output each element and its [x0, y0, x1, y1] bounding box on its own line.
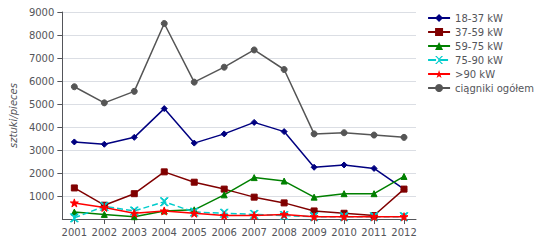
svg-text:1000: 1000 — [29, 191, 54, 202]
svg-text:2003: 2003 — [122, 227, 147, 238]
svg-text:18-37 kW: 18-37 kW — [455, 13, 503, 24]
svg-text:2011: 2011 — [361, 227, 386, 238]
svg-text:2008: 2008 — [271, 227, 296, 238]
svg-text:2012: 2012 — [391, 227, 416, 238]
svg-text:sztuki/pieces: sztuki/pieces — [8, 83, 19, 148]
svg-text:75-90 kW: 75-90 kW — [455, 55, 503, 66]
svg-text:2006: 2006 — [211, 227, 236, 238]
svg-text:2005: 2005 — [181, 227, 206, 238]
svg-text:2010: 2010 — [331, 227, 356, 238]
svg-text:6000: 6000 — [29, 76, 54, 87]
svg-text:2004: 2004 — [152, 227, 177, 238]
svg-text:8000: 8000 — [29, 30, 54, 41]
svg-text:3000: 3000 — [29, 145, 54, 156]
svg-text:5000: 5000 — [29, 99, 54, 110]
svg-text:2007: 2007 — [241, 227, 266, 238]
svg-text:>90 kW: >90 kW — [455, 69, 495, 80]
svg-text:59-75 kW: 59-75 kW — [455, 41, 503, 52]
svg-text:ciągniki ogółem: ciągniki ogółem — [455, 83, 534, 94]
svg-text:4000: 4000 — [29, 122, 54, 133]
svg-text:2001: 2001 — [62, 227, 87, 238]
svg-text:7000: 7000 — [29, 53, 54, 64]
svg-text:9000: 9000 — [29, 7, 54, 18]
svg-text:2002: 2002 — [92, 227, 117, 238]
svg-text:37-59 kW: 37-59 kW — [455, 27, 503, 38]
svg-text:2009: 2009 — [301, 227, 326, 238]
svg-text:2000: 2000 — [29, 168, 54, 179]
